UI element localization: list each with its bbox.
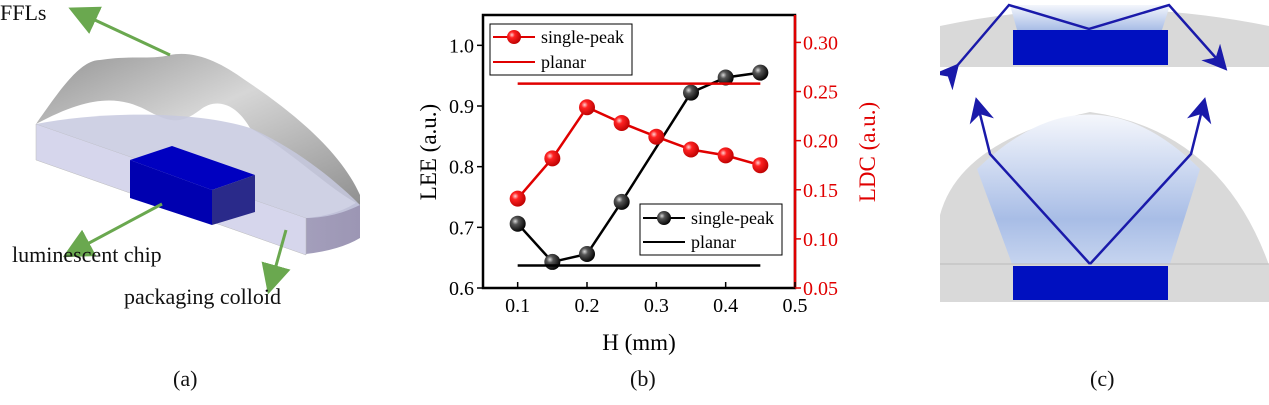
y-left-tick-label: 0.7	[449, 217, 474, 239]
data-point	[613, 193, 630, 210]
dome-chip	[1013, 266, 1168, 300]
x-tick-label: 0.2	[575, 295, 600, 317]
caption-c: (c)	[1090, 366, 1115, 391]
x-tick-label: 0.4	[713, 295, 738, 317]
data-point	[648, 128, 665, 145]
chip-front	[130, 160, 212, 225]
y-right-tick-label: 0.20	[803, 131, 838, 153]
y-right-tick-label: 0.15	[803, 180, 838, 202]
y-right-tick-label: 0.30	[803, 32, 838, 54]
legend-ldc: single-peak planar	[489, 23, 633, 76]
panel-b-chart: 0.1 0.2 0.3 0.4 0.5 0.6 0.7 0.8 0.9 1.0 0.05 0.10 0.…	[380, 0, 940, 400]
data-point	[683, 84, 699, 101]
chip-top	[130, 146, 255, 190]
data-point	[613, 114, 630, 131]
label-packaging-colloid: packaging colloid	[124, 284, 282, 309]
legend-lee: single-peak planar	[639, 203, 783, 256]
y-right-tick-label: 0.05	[803, 278, 838, 300]
legend-marker-lee-single-peak	[657, 211, 671, 225]
planar-ray	[933, 3, 1228, 91]
y-axis-left-label: LEE (a.u.)	[416, 104, 441, 200]
dome-ray-right	[1089, 97, 1212, 265]
ray-trace-diagram	[933, 3, 1269, 302]
y-left-tick-label: 0.9	[449, 96, 474, 118]
y-left-tick-label: 0.6	[449, 278, 474, 300]
x-axis-label: H (mm)	[602, 330, 675, 355]
legend-label-ldc-single-peak: single-peak	[541, 27, 624, 47]
y-left-tick-label: 1.0	[449, 35, 474, 57]
data-point	[579, 99, 595, 116]
chip-side	[212, 175, 255, 225]
ffl-arrow	[68, 6, 171, 57]
lens-3d-diagram	[35, 6, 360, 295]
data-point	[544, 150, 561, 167]
panel-c-ray-diagram: (c)	[933, 0, 1269, 400]
planar-glow	[1010, 5, 1170, 30]
label-ffls: FFLs	[0, 0, 47, 25]
x-tick-label: 0.1	[505, 295, 530, 317]
data-point	[683, 141, 699, 158]
data-point	[509, 190, 526, 207]
planar-chip	[1013, 30, 1168, 65]
legend-label-ldc-planar: planar	[541, 52, 586, 72]
lee-ldc-chart: 0.1 0.2 0.3 0.4 0.5 0.6 0.7 0.8 0.9 1.0 0.05 0.10 0.…	[416, 13, 880, 355]
legend-label-lee-single-peak: single-peak	[691, 208, 774, 228]
x-tick-label: 0.5	[783, 295, 808, 317]
data-point	[717, 69, 734, 86]
dome-glow	[977, 114, 1200, 264]
y-left-tick-label: 0.8	[449, 157, 474, 179]
data-point	[717, 147, 734, 164]
data-point	[752, 157, 769, 174]
y-right-tick-label: 0.25	[803, 82, 838, 104]
panel-a-illustration: FFLs luminescent chip packaging colloid …	[0, 0, 380, 400]
data-point	[579, 246, 595, 263]
y-axis-right-label: LDC (a.u.)	[855, 102, 880, 202]
legend-marker-ldc-single-peak	[507, 30, 521, 44]
data-point	[544, 253, 561, 270]
caption-b: (b)	[630, 366, 656, 391]
data-point	[752, 64, 769, 81]
data-point	[509, 215, 526, 232]
label-luminescent-chip: luminescent chip	[12, 242, 162, 267]
colloid-arrow	[261, 229, 291, 295]
x-tick-label: 0.3	[644, 295, 669, 317]
caption-a: (a)	[173, 366, 198, 391]
y-right-tick-label: 0.10	[803, 229, 838, 251]
ffl-surface	[36, 53, 360, 205]
dome-ray-left	[969, 97, 1091, 265]
legend-label-lee-planar: planar	[691, 232, 736, 252]
chip-arrow	[62, 202, 163, 258]
